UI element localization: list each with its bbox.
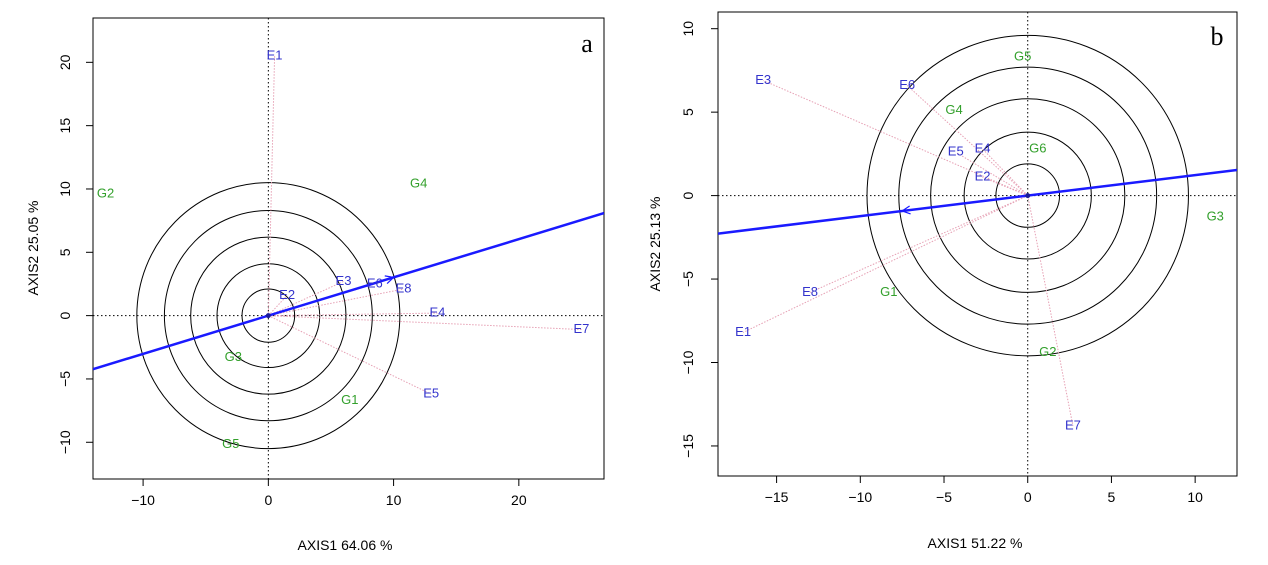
panel-b-point-label-g1: G1: [880, 284, 897, 299]
panel-b-point-label-g6: G6: [1029, 140, 1046, 155]
panel-a-point-label-e6: E6: [367, 275, 383, 290]
panel-b-point-label-e1: E1: [735, 324, 751, 339]
panel-a-point-label-g5: G5: [222, 436, 239, 451]
panel-b: E3 E6 E5 E4 E2 E8 E1 E7 G5 G4 G6 G3 G1 G2 −15 −10 −5 0 5 10…: [647, 11, 1238, 551]
panel-b-y-tick-label: −10: [680, 350, 696, 374]
panel-a-plot-area: E1 E2 E3 E6 E8 E4 E7 E5 G2 G4 G3 G1 G5: [93, 18, 604, 479]
panel-a-y-axis-title: AXIS2 25.05 %: [25, 201, 41, 296]
panel-b-ray-e8: [809, 195, 1028, 293]
panel-b-average-environment-line: [718, 168, 1237, 235]
panel-a-panel-letter: a: [581, 29, 593, 58]
panel-a-ray-e5: [268, 315, 432, 395]
panel-a-concentric-circle-1: [241, 288, 296, 343]
panel-b-x-tick-label: −15: [765, 489, 789, 505]
panel-b-y-tick-label: 5: [680, 108, 696, 116]
panel-b-ray-e7: [1027, 195, 1074, 427]
panel-b-origin-dot-icon: [1025, 193, 1031, 199]
panel-a-y-tick-label: 15: [57, 118, 73, 134]
panel-a-y-tick-label: 20: [57, 54, 73, 70]
panel-b-x-tick-label: −10: [848, 489, 872, 505]
panel-a-plot-frame: [92, 17, 605, 480]
panel-b-ray-e3: [763, 79, 1028, 197]
panel-b-plot-frame: [717, 11, 1238, 477]
panel-b-y-axis-title: AXIS2 25.13 %: [647, 197, 663, 292]
panel-a-point-label-g1: G1: [341, 392, 358, 407]
panel-a-ray-e4: [268, 312, 438, 317]
panel-b-point-label-e6: E6: [899, 77, 915, 92]
panel-a-point-label-e1: E1: [267, 47, 283, 62]
panel-b-point-label-e5: E5: [948, 144, 964, 159]
panel-a-point-label-g4: G4: [410, 175, 427, 190]
panel-a-concentric-circle-5: [136, 182, 401, 450]
panel-a-point-label-g2: G2: [97, 185, 114, 200]
panel-b-concentric-circle-3: [930, 98, 1126, 293]
panel-a-origin-dot-icon: [265, 313, 271, 319]
panel-b-point-label-e4: E4: [975, 140, 991, 155]
panel-a: E1 E2 E3 E6 E8 E4 E7 E5 G2 G4 G3 G1 G5 −10 0 10 20 −10 −5 0…: [25, 17, 605, 553]
panel-b-arrow-icon: [900, 205, 911, 215]
panel-b-x-tick-label: −5: [936, 489, 952, 505]
panel-b-x-tick-label: 5: [1108, 489, 1116, 505]
panel-a-concentric-circle-4: [163, 210, 373, 422]
panel-a-arrow-icon: [384, 275, 395, 284]
panel-a-average-environment-line: [93, 211, 604, 371]
panel-b-point-label-g4: G4: [945, 102, 962, 117]
panel-b-ray-e4: [982, 148, 1029, 196]
panel-a-y-tick-label: 10: [57, 181, 73, 197]
panel-a-point-label-g3: G3: [225, 349, 242, 364]
panel-b-plot-area: E3 E6 E5 E4 E2 E8 E1 E7 G5 G4 G6 G3 G1 G2: [718, 12, 1237, 476]
panel-a-concentric-circle-2: [216, 263, 321, 369]
panel-b-y-tick-label: 10: [680, 21, 696, 37]
panel-b-x-tick-label: 10: [1187, 489, 1203, 505]
panel-a-x-tick-label: 10: [386, 492, 402, 508]
panel-b-concentric-circle-5: [866, 34, 1189, 357]
panel-a-ray-e1: [267, 55, 276, 316]
panel-a-y-tick-label: 5: [57, 248, 73, 256]
panel-b-point-label-e3: E3: [755, 72, 771, 87]
panel-a-x-tick-label: 20: [511, 492, 527, 508]
panel-a-point-label-e7: E7: [574, 321, 590, 336]
panel-b-y-tick-label: 0: [680, 191, 696, 199]
panel-b-concentric-circle-2: [963, 131, 1092, 260]
panel-a-x-tick-label: 0: [264, 492, 272, 508]
panel-a-ray-e7: [268, 315, 582, 331]
panel-a-concentric-circle-3: [190, 236, 347, 395]
panel-a-x-axis-title: AXIS1 64.06 %: [298, 537, 393, 553]
panel-a-y-tick-label: −10: [57, 430, 73, 454]
panel-b-ray-e6: [906, 85, 1029, 196]
panel-b-concentric-circle-4: [898, 66, 1158, 325]
panel-a-point-label-e4: E4: [429, 305, 445, 320]
panel-b-point-label-g5: G5: [1014, 49, 1031, 64]
panel-b-ray-e1: [742, 195, 1028, 333]
panel-a-x-tick-label: −10: [131, 492, 155, 508]
panel-a-point-label-e3: E3: [336, 273, 352, 288]
panel-a-y-tick-label: 0: [57, 312, 73, 320]
panel-b-concentric-circle-1: [995, 163, 1061, 228]
panel-a-ray-e8: [268, 288, 404, 317]
panel-b-y-tick-label: −5: [680, 271, 696, 287]
panel-b-x-axis-title: AXIS1 51.22 %: [928, 535, 1023, 551]
panel-a-point-label-e5: E5: [423, 386, 439, 401]
panel-b-panel-letter: b: [1211, 22, 1224, 51]
panel-b-point-label-g2: G2: [1039, 344, 1056, 359]
panel-b-point-label-g3: G3: [1207, 209, 1224, 224]
panel-b-point-label-e2: E2: [975, 169, 991, 184]
panel-b-x-tick-label: 0: [1024, 489, 1032, 505]
panel-a-y-tick-label: −5: [57, 371, 73, 387]
panel-b-point-label-e7: E7: [1065, 417, 1081, 432]
panel-b-point-label-e8: E8: [802, 284, 818, 299]
panel-a-point-label-e2: E2: [279, 287, 295, 302]
panel-b-ray-e2: [982, 176, 1028, 197]
panel-b-y-tick-label: −15: [680, 434, 696, 458]
panel-a-point-label-e8: E8: [396, 280, 412, 295]
panel-b-ray-e5: [955, 151, 1028, 197]
